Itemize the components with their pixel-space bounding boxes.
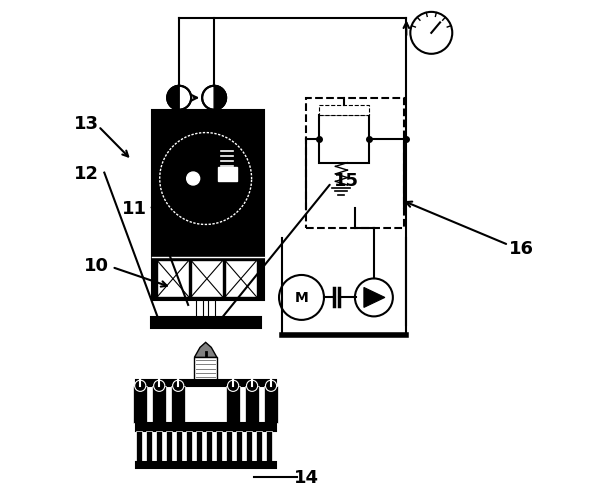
Bar	[224, 261, 257, 298]
Text: 16: 16	[509, 239, 534, 257]
Bar	[226, 386, 240, 423]
Text: 15: 15	[334, 172, 359, 190]
Circle shape	[355, 279, 393, 317]
Bar	[236, 431, 242, 463]
Text: 11: 11	[122, 199, 147, 217]
Text: 13: 13	[74, 114, 99, 132]
Bar	[136, 423, 275, 431]
Bar	[146, 431, 152, 463]
Polygon shape	[364, 288, 385, 308]
Bar	[195, 358, 217, 380]
Bar	[156, 431, 162, 463]
Text: 10: 10	[85, 257, 109, 275]
Circle shape	[154, 380, 165, 392]
Polygon shape	[195, 343, 217, 358]
Bar	[266, 431, 272, 463]
Text: 14: 14	[294, 468, 319, 486]
Bar	[218, 168, 237, 182]
Circle shape	[187, 173, 199, 186]
Bar	[136, 431, 142, 463]
Bar	[191, 261, 223, 298]
Circle shape	[167, 87, 191, 111]
Circle shape	[246, 380, 258, 392]
Bar	[226, 431, 232, 463]
Bar	[157, 261, 189, 298]
Bar	[151, 318, 261, 329]
Bar	[152, 111, 264, 300]
Bar	[171, 386, 185, 423]
Bar	[166, 431, 172, 463]
Bar	[152, 386, 166, 423]
Bar	[246, 431, 252, 463]
Circle shape	[279, 276, 324, 320]
Bar	[136, 380, 275, 386]
Circle shape	[266, 380, 277, 392]
Bar	[255, 431, 262, 463]
Bar	[196, 431, 202, 463]
Polygon shape	[214, 87, 226, 111]
Bar	[319, 106, 369, 116]
Bar	[216, 431, 222, 463]
Circle shape	[134, 380, 146, 392]
Bar	[306, 99, 404, 228]
Bar	[133, 386, 147, 423]
Circle shape	[173, 380, 184, 392]
Bar	[206, 431, 212, 463]
Bar	[176, 431, 182, 463]
Bar	[245, 386, 259, 423]
Bar	[319, 116, 369, 163]
Polygon shape	[167, 87, 179, 111]
Text: 12: 12	[74, 164, 99, 182]
Bar	[264, 386, 278, 423]
Bar	[136, 462, 275, 468]
Circle shape	[410, 13, 452, 55]
Circle shape	[227, 380, 239, 392]
Bar	[208, 300, 215, 318]
Bar	[196, 300, 203, 318]
Bar	[185, 431, 192, 463]
Text: M: M	[295, 291, 308, 305]
Circle shape	[202, 87, 226, 111]
